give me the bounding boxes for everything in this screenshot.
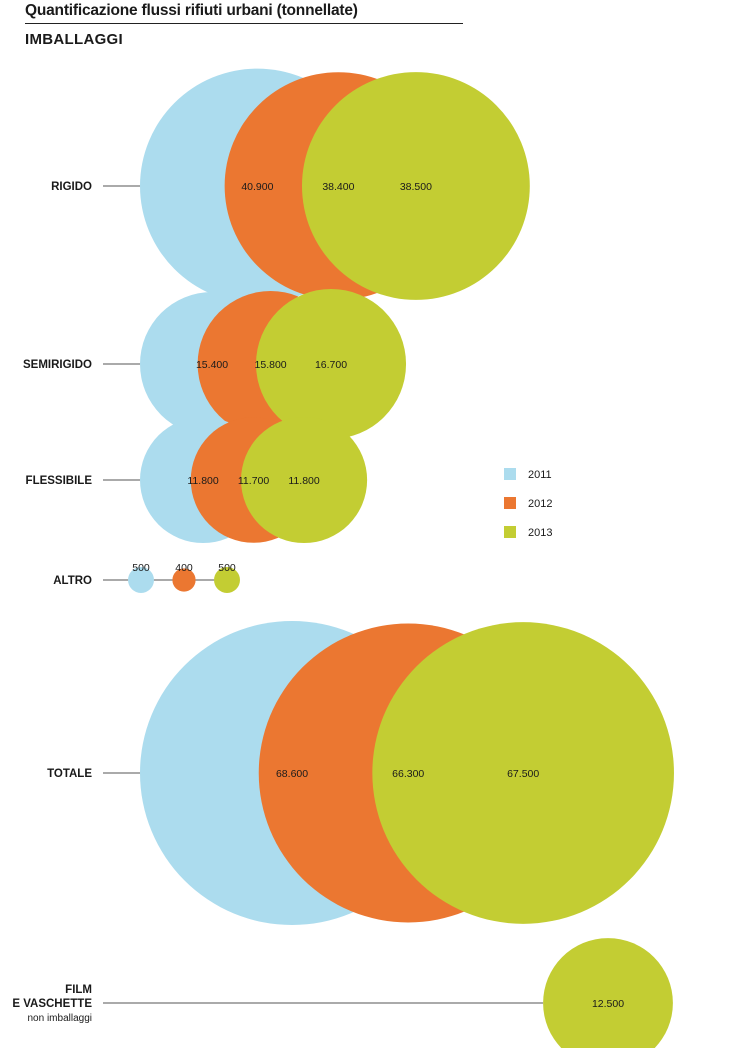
legend-label-2012: 2012	[528, 498, 552, 510]
bubble-2011	[128, 567, 154, 593]
legend-swatch-2013	[504, 526, 516, 538]
title-rule	[25, 23, 463, 24]
value-label: 12.500	[592, 998, 624, 1010]
value-label: 67.500	[507, 768, 539, 780]
bubble-2013	[372, 622, 674, 924]
row-label: TOTALE	[47, 768, 92, 780]
value-label: 500	[218, 562, 236, 574]
value-label: 15.400	[196, 359, 228, 371]
value-label: 40.900	[241, 181, 273, 193]
row-label: ALTRO	[53, 575, 92, 587]
value-label: 68.600	[276, 768, 308, 780]
legend-swatch-2011	[504, 468, 516, 480]
row-label: FLESSIBILE	[26, 475, 93, 487]
bubble-2013	[543, 938, 673, 1048]
row-label: FILM	[65, 984, 92, 996]
bubble-2013	[301, 72, 530, 300]
value-label: 15.800	[255, 359, 287, 371]
value-label: 500	[132, 562, 150, 574]
row-label: E VASCHETTE	[12, 998, 92, 1010]
value-label: 66.300	[392, 768, 424, 780]
legend-swatch-2012	[504, 497, 516, 509]
value-label: 400	[175, 562, 193, 574]
bubble-2013	[214, 567, 240, 593]
legend-label-2011: 2011	[528, 469, 552, 481]
row-label: SEMIRIGIDO	[23, 359, 92, 371]
chart-title: Quantificazione flussi rifiuti urbani (t…	[25, 2, 358, 19]
value-label: 11.700	[238, 475, 269, 487]
chart-subtitle: IMBALLAGGI	[25, 31, 123, 48]
bubble-2012	[172, 568, 196, 592]
bubble-2013	[256, 288, 407, 440]
value-label: 11.800	[288, 475, 319, 487]
bubble-2013	[241, 416, 368, 544]
row-sublabel: non imballaggi	[28, 1013, 93, 1024]
value-label: 38.400	[322, 181, 354, 193]
value-label: 38.500	[400, 181, 432, 193]
row-label: RIGIDO	[51, 181, 92, 193]
value-label: 16.700	[315, 359, 347, 371]
legend-label-2013: 2013	[528, 527, 552, 539]
value-label: 11.800	[187, 475, 218, 487]
